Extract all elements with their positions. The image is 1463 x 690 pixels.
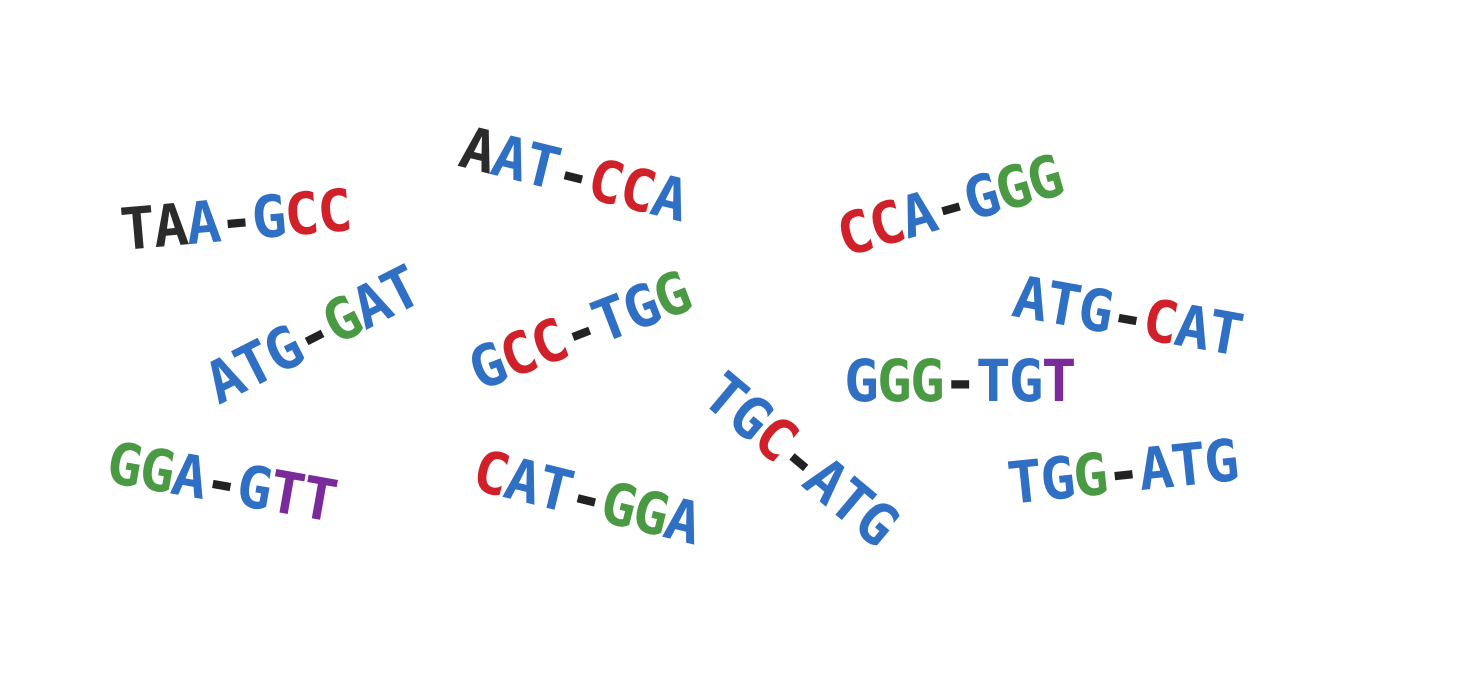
base-a: A bbox=[150, 190, 189, 262]
base-c: C bbox=[281, 178, 321, 250]
base-t: T bbox=[1041, 347, 1077, 415]
fragment-gga-gtt: GGA-GTT bbox=[102, 429, 341, 536]
fragment-tgg-atg: TGG-ATG bbox=[1004, 426, 1241, 518]
fragment-cca-ggg: CCA-GGG bbox=[829, 142, 1069, 271]
fragment-gcc-tgg: GCC-TGG bbox=[459, 258, 699, 404]
fragment-aat-cca: AAT-CCA bbox=[453, 113, 693, 235]
dash-separator: - bbox=[942, 347, 978, 415]
base-g: G bbox=[876, 347, 912, 415]
fragment-ggg-tgt: GGG-TGT bbox=[844, 347, 1077, 415]
base-c: C bbox=[314, 176, 353, 247]
fragment-taa-gcc: TAA-GCC bbox=[117, 176, 353, 264]
base-g: G bbox=[1200, 426, 1241, 498]
base-t: T bbox=[975, 347, 1011, 415]
dash-separator: - bbox=[215, 184, 255, 256]
base-g: G bbox=[1008, 347, 1044, 415]
fragment-cat-gga: CAT-GGA bbox=[466, 436, 706, 558]
base-t: T bbox=[117, 193, 157, 264]
base-a: A bbox=[183, 187, 222, 259]
base-g: G bbox=[248, 181, 288, 253]
base-g: G bbox=[844, 347, 879, 415]
base-g: G bbox=[909, 347, 945, 415]
fragment-atg-gat: ATG-GAT bbox=[194, 252, 430, 417]
